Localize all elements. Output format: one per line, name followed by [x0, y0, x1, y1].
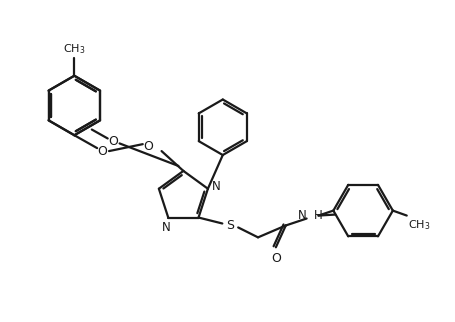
Text: S: S	[226, 219, 234, 232]
Text: O: O	[97, 145, 107, 157]
Text: O: O	[270, 252, 280, 265]
Text: O: O	[108, 135, 118, 148]
Text: N: N	[297, 209, 306, 222]
Text: N: N	[162, 221, 170, 233]
Text: CH$_3$: CH$_3$	[407, 219, 429, 232]
Text: O: O	[142, 140, 152, 153]
Text: CH$_3$: CH$_3$	[63, 42, 86, 56]
Text: N: N	[212, 180, 220, 193]
Text: H: H	[313, 209, 322, 222]
